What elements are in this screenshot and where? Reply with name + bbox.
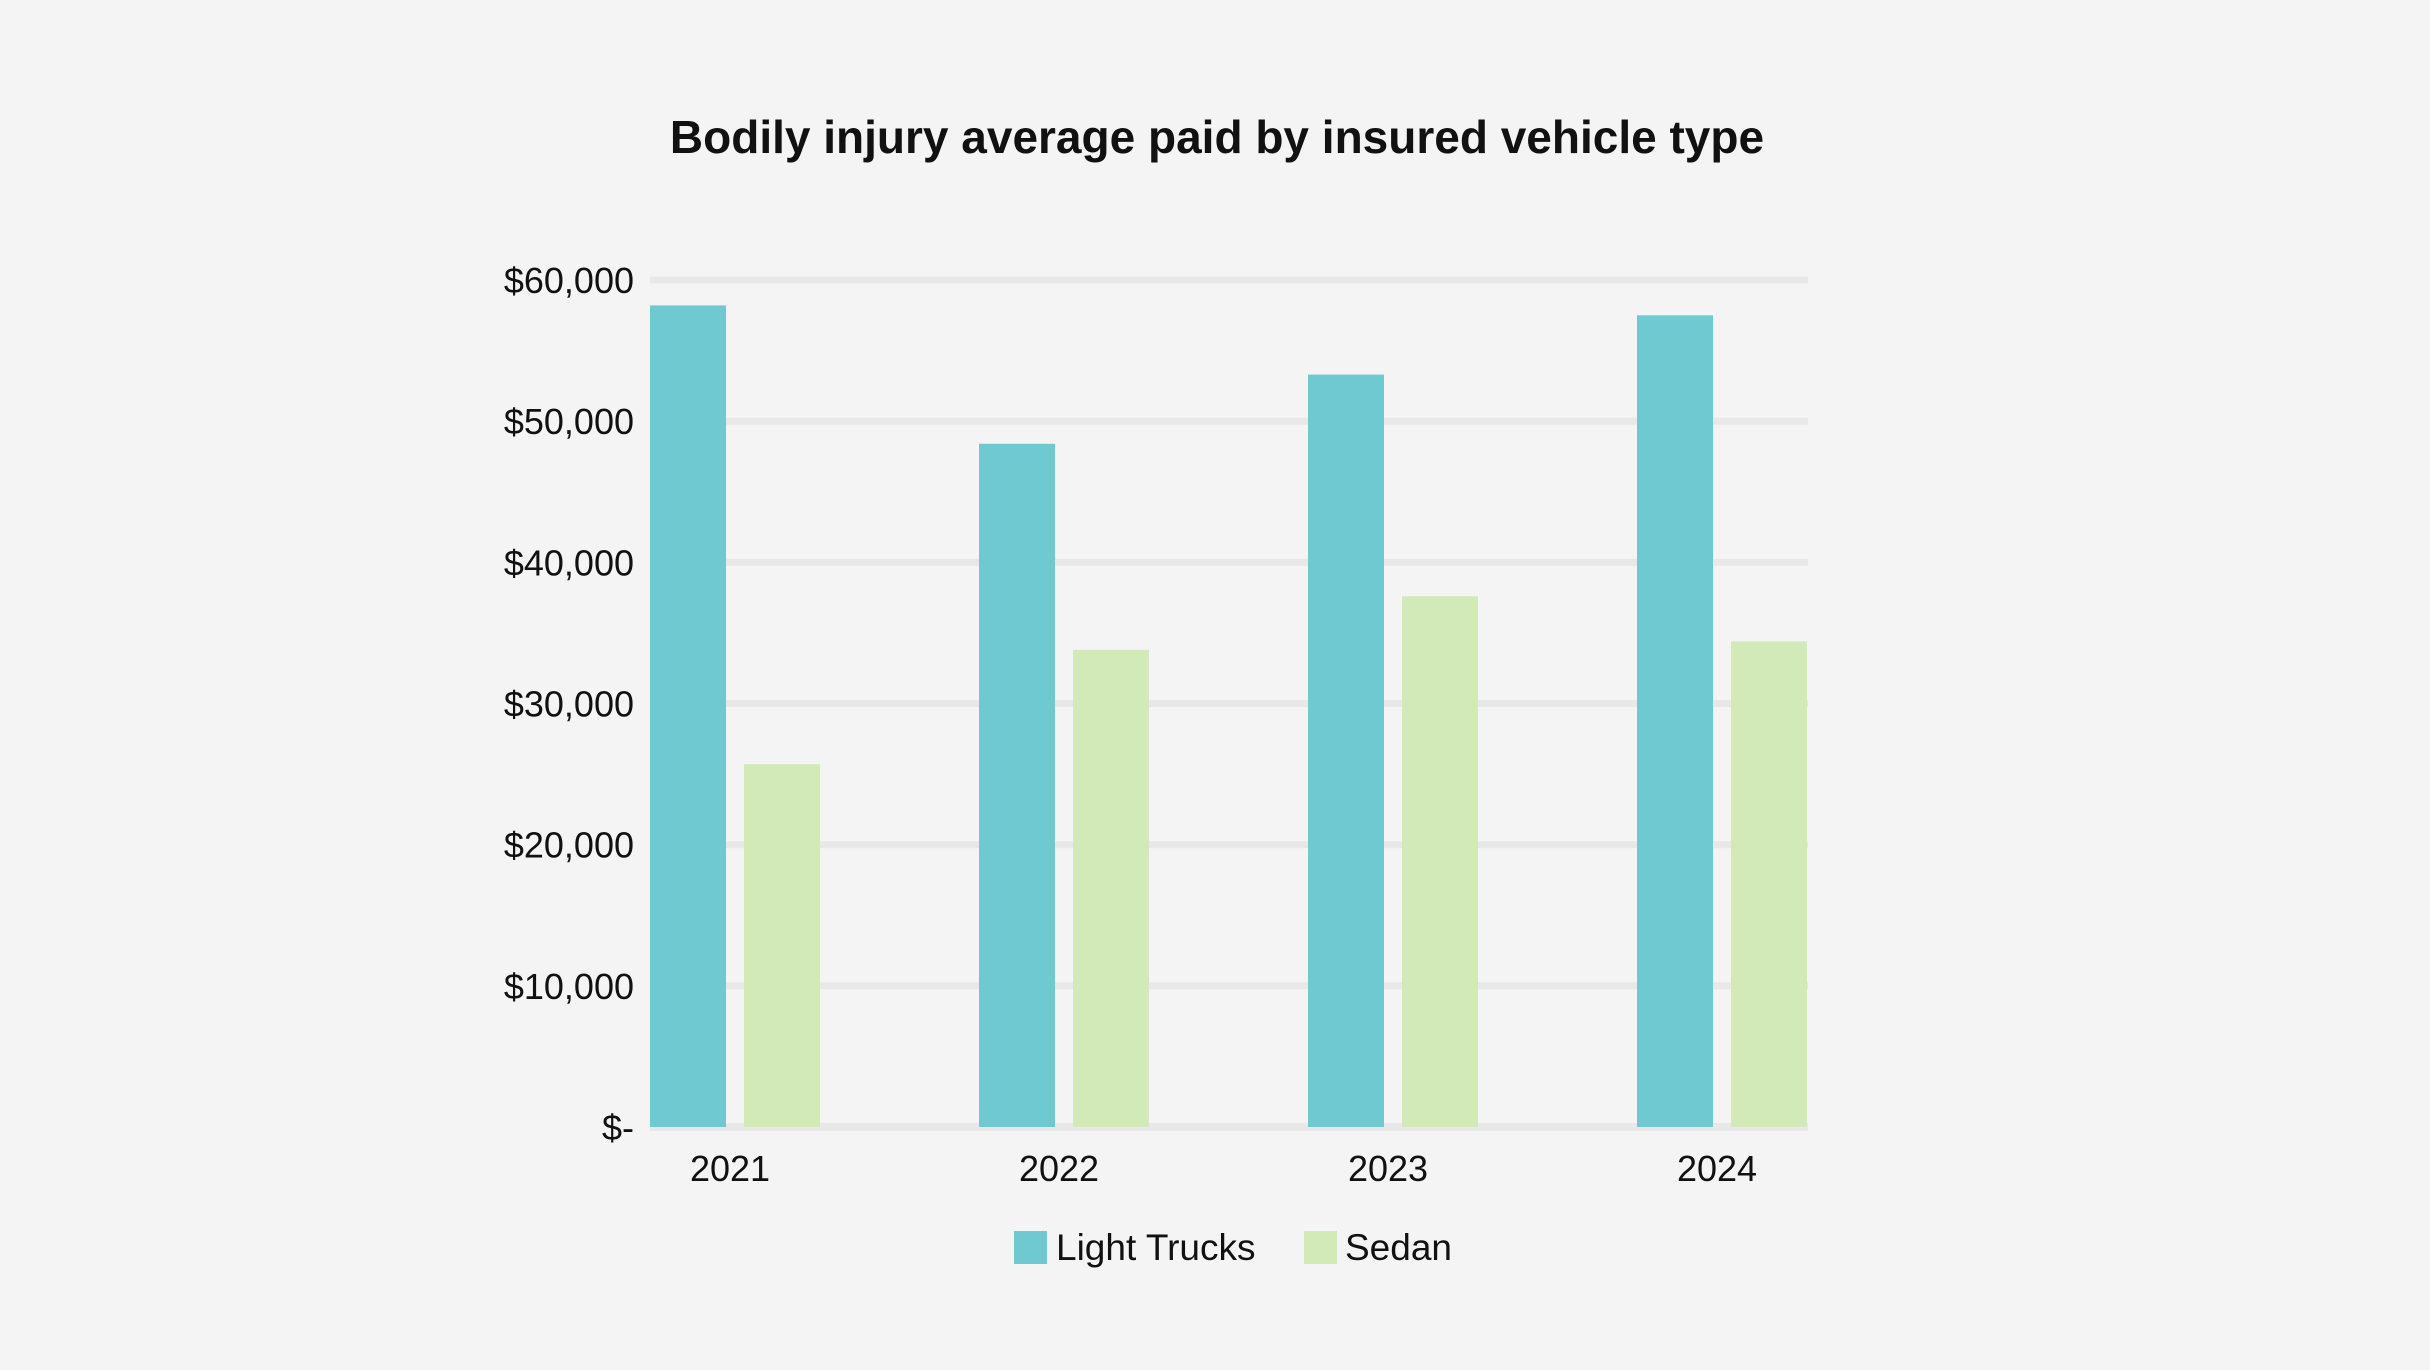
chart-title: Bodily injury average paid by insured ve… [670,111,1764,163]
gridlines [650,276,1808,1131]
bar-light-trucks-2022 [979,443,1055,1128]
bar-light-trucks-2024 [1637,315,1713,1128]
x-tick-label: 2023 [1348,1148,1428,1189]
x-tick-label: 2021 [690,1148,770,1189]
bar-sedan-2023 [1402,596,1478,1127]
x-tick-label: 2022 [1019,1148,1099,1189]
y-tick-label: $30,000 [504,684,634,725]
legend-label: Light Trucks [1056,1227,1255,1268]
bar-sedan-2021 [744,764,820,1127]
y-tick-label: $40,000 [504,542,634,583]
legend: Light Trucks Sedan [1014,1227,1452,1268]
y-tick-label: $20,000 [504,825,634,866]
x-axis-tick-labels: 2021 2022 2023 2024 [690,1148,1757,1189]
y-axis-tick-labels: $- $10,000 $20,000 $30,000 $40,000 $50,000 $60… [504,260,634,1148]
bars [650,305,1807,1128]
y-tick-label: $60,000 [504,260,634,301]
bar-light-trucks-2023 [1308,374,1384,1127]
x-tick-label: 2024 [1677,1148,1757,1189]
legend-label: Sedan [1345,1227,1452,1268]
legend-swatch [1304,1231,1337,1264]
y-tick-label: $50,000 [504,401,634,442]
y-tick-label: $- [602,1107,634,1148]
bar-sedan-2022 [1073,649,1149,1127]
bar-sedan-2024 [1731,641,1807,1127]
bar-light-trucks-2021 [650,305,726,1127]
y-tick-label: $10,000 [504,966,634,1007]
legend-swatch [1014,1231,1047,1264]
